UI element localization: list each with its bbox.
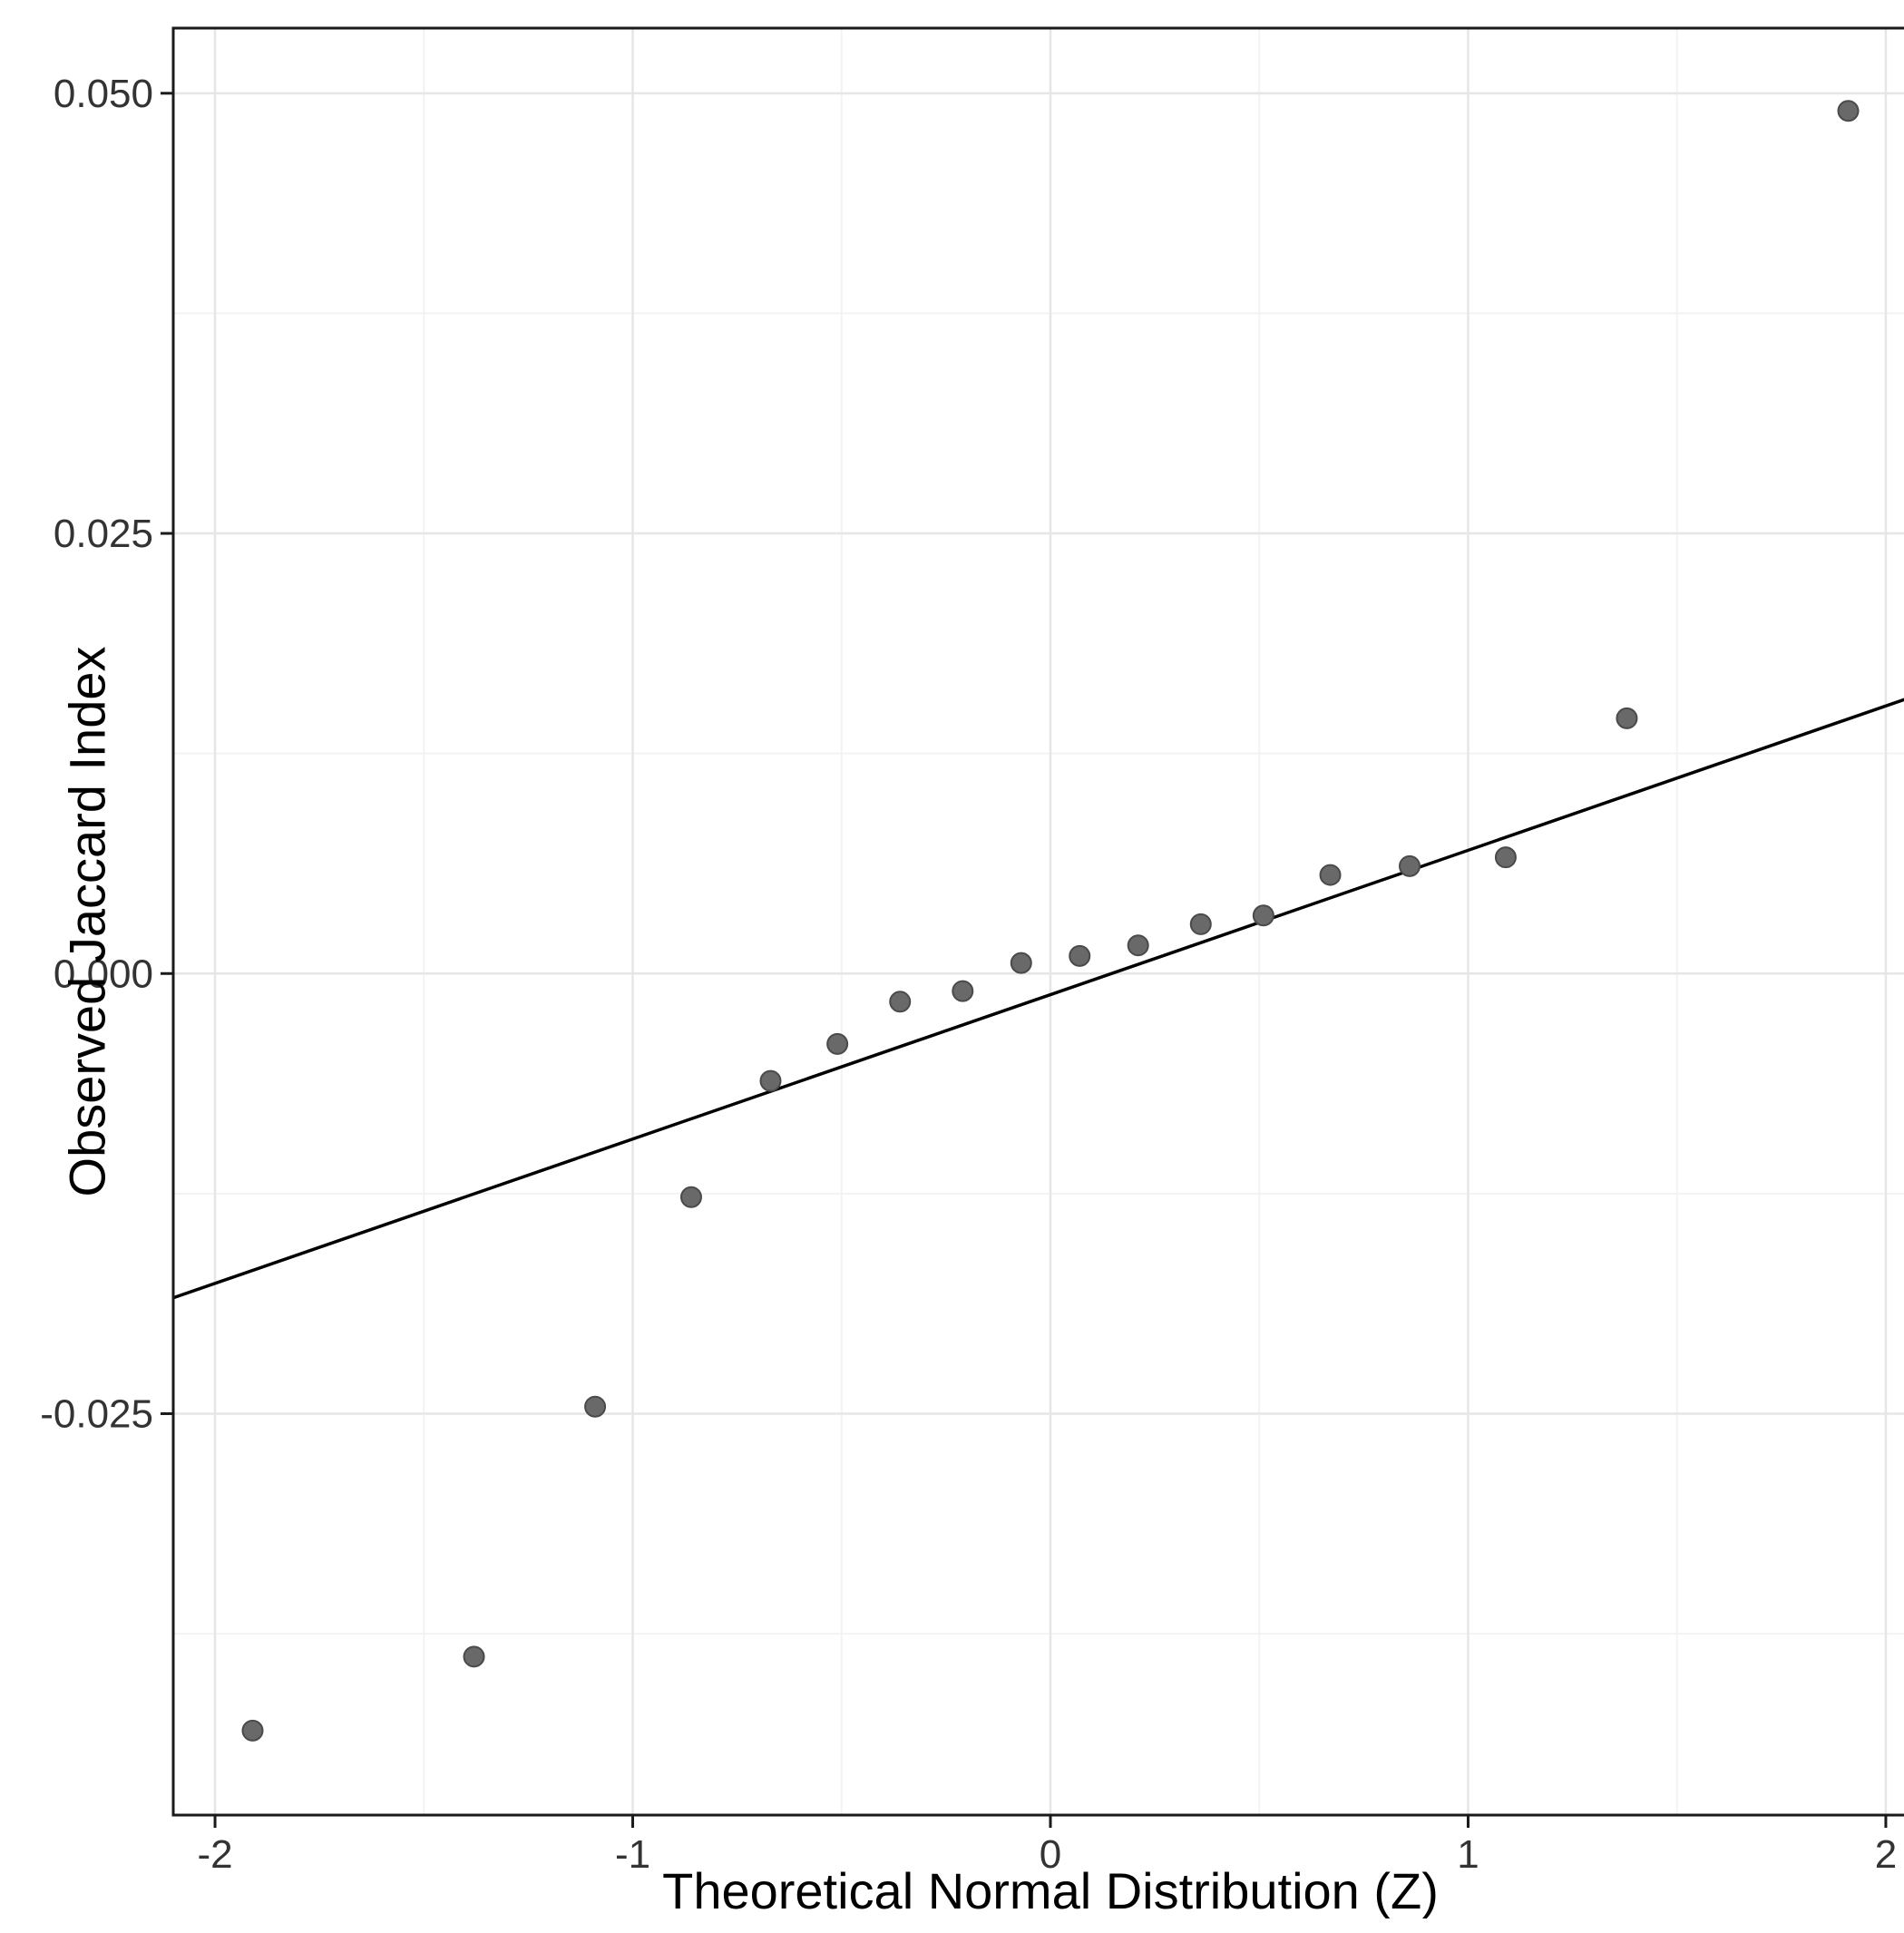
data-point	[584, 1395, 607, 1418]
y-tick-label: 0.000	[54, 952, 153, 996]
x-tick-label: 0	[1040, 1832, 1061, 1877]
data-points	[241, 100, 1860, 1742]
data-point	[1069, 944, 1091, 967]
data-point	[1252, 904, 1274, 927]
data-point	[1010, 952, 1032, 974]
y-tick-label: 0.025	[54, 512, 153, 556]
data-point	[679, 1186, 702, 1208]
qq-plot-canvas: -2 -1 0 1 2 -0.025 0.000 0.025 0.050	[40, 26, 1904, 1877]
y-tick-label: -0.025	[40, 1391, 153, 1436]
panel-background	[173, 28, 1904, 1815]
x-tick-labels: -2 -1 0 1 2	[197, 1832, 1897, 1877]
data-point	[1189, 913, 1212, 935]
grid-major	[173, 28, 1904, 1815]
data-point	[952, 980, 974, 1002]
x-tick-label: 2	[1875, 1832, 1897, 1877]
data-point	[1399, 854, 1421, 877]
data-point	[1127, 934, 1149, 957]
x-tick-label: -2	[197, 1832, 232, 1877]
x-tick-label: -1	[615, 1832, 650, 1877]
data-point	[889, 991, 912, 1013]
y-axis-title: Observed Jaccard Index	[58, 646, 116, 1197]
qq-plot-figure: -2 -1 0 1 2 -0.025 0.000 0.025 0.050 Observed Ja…	[36, 15, 1904, 1918]
x-tick-label: 1	[1457, 1832, 1479, 1877]
data-point	[1837, 100, 1860, 122]
y-tick-label: 0.050	[54, 72, 153, 116]
data-point	[241, 1719, 264, 1742]
data-point	[1616, 707, 1638, 729]
axis-ticks	[161, 92, 1888, 1828]
data-point	[463, 1645, 485, 1668]
data-point	[1494, 846, 1517, 869]
data-point	[759, 1069, 782, 1092]
qq-reference-line	[172, 698, 1904, 1300]
y-tick-labels: -0.025 0.000 0.025 0.050	[40, 72, 153, 1437]
x-axis-title: Theoretical Normal Distribution (Z)	[662, 1862, 1439, 1918]
data-point	[1319, 864, 1342, 886]
data-point	[826, 1032, 849, 1055]
